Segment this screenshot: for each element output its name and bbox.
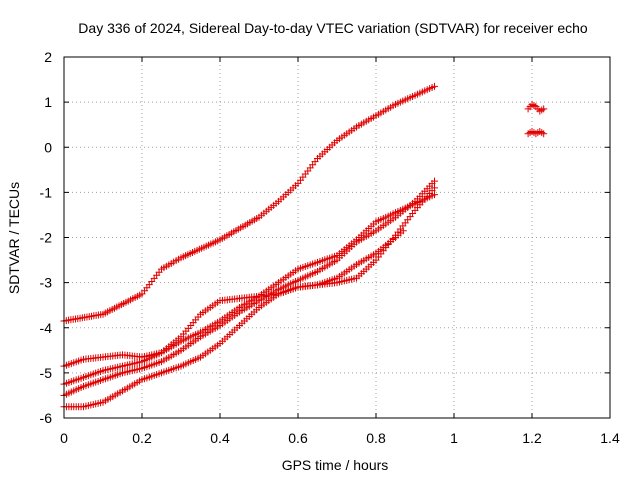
x-tick-label: 1.2 — [522, 430, 542, 446]
y-tick-label: 0 — [44, 139, 52, 155]
y-tick-label: -1 — [40, 184, 53, 200]
x-tick-label: 0.2 — [132, 430, 152, 446]
y-tick-label: -2 — [40, 230, 53, 246]
series-track-4 — [60, 177, 438, 399]
y-tick-label: -4 — [40, 320, 53, 336]
data-point — [431, 184, 438, 192]
data-point — [399, 227, 407, 235]
series-track-5 — [60, 227, 407, 411]
y-tick-label: -6 — [40, 410, 53, 426]
x-axis-label: GPS time / hours — [282, 457, 389, 473]
x-tick-label: 0.8 — [366, 430, 386, 446]
data-point — [431, 82, 438, 90]
series-track-2 — [60, 184, 438, 370]
x-tick-label: 1 — [450, 430, 458, 446]
series-track-1 — [60, 82, 438, 325]
y-tick-label: -5 — [40, 365, 53, 381]
chart-title: Day 336 of 2024, Sidereal Day-to-day VTE… — [78, 20, 588, 36]
x-tick-label: 0 — [60, 430, 68, 446]
x-tick-label: 0.4 — [210, 430, 230, 446]
y-tick-label: 2 — [44, 49, 52, 65]
y-tick-label: -3 — [40, 275, 53, 291]
x-tick-label: 0.6 — [288, 430, 308, 446]
tick-labels: 0 0.2 0.4 0.6 0.8 1 1.2 1.4 -6 -5 -4 -3 -2 -1 0 1 2 — [40, 49, 620, 446]
data-point — [540, 130, 548, 138]
series-track-6 — [524, 100, 548, 115]
data-marks — [60, 82, 548, 411]
y-axis-label: SDTVAR / TECUs — [6, 182, 22, 294]
data-point — [431, 177, 438, 185]
series-track-7 — [524, 127, 548, 138]
y-tick-label: 1 — [44, 94, 52, 110]
data-point — [540, 105, 548, 113]
x-tick-label: 1.4 — [600, 430, 620, 446]
data-point — [431, 191, 438, 199]
axis-ticks — [63, 56, 611, 419]
